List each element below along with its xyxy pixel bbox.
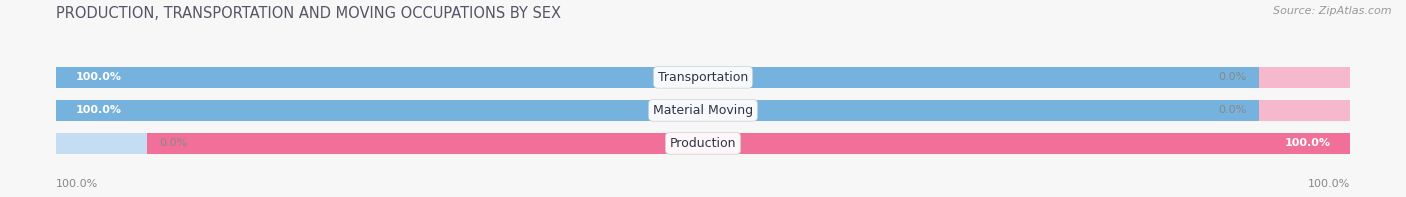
Text: 0.0%: 0.0% [1218, 72, 1246, 82]
Bar [56, 133, 146, 154]
Text: 100.0%: 100.0% [76, 72, 122, 82]
Text: 100.0%: 100.0% [56, 179, 98, 189]
Text: 0.0%: 0.0% [160, 138, 188, 148]
Bar [56, 100, 1350, 121]
Bar [1260, 67, 1350, 87]
Bar [56, 133, 1350, 154]
Text: PRODUCTION, TRANSPORTATION AND MOVING OCCUPATIONS BY SEX: PRODUCTION, TRANSPORTATION AND MOVING OC… [56, 6, 561, 21]
Text: Material Moving: Material Moving [652, 104, 754, 117]
Text: 100.0%: 100.0% [76, 105, 122, 115]
Text: Transportation: Transportation [658, 71, 748, 84]
Bar [56, 100, 1350, 121]
Text: 0.0%: 0.0% [1218, 105, 1246, 115]
Text: 100.0%: 100.0% [1284, 138, 1330, 148]
Text: 100.0%: 100.0% [1308, 179, 1350, 189]
Text: Production: Production [669, 137, 737, 150]
Text: Source: ZipAtlas.com: Source: ZipAtlas.com [1274, 6, 1392, 16]
Bar [56, 133, 146, 154]
Bar [56, 133, 1350, 154]
Bar [56, 67, 1350, 87]
Legend: Male, Female: Male, Female [640, 194, 766, 197]
Bar [1260, 100, 1350, 121]
Bar [56, 67, 1350, 87]
